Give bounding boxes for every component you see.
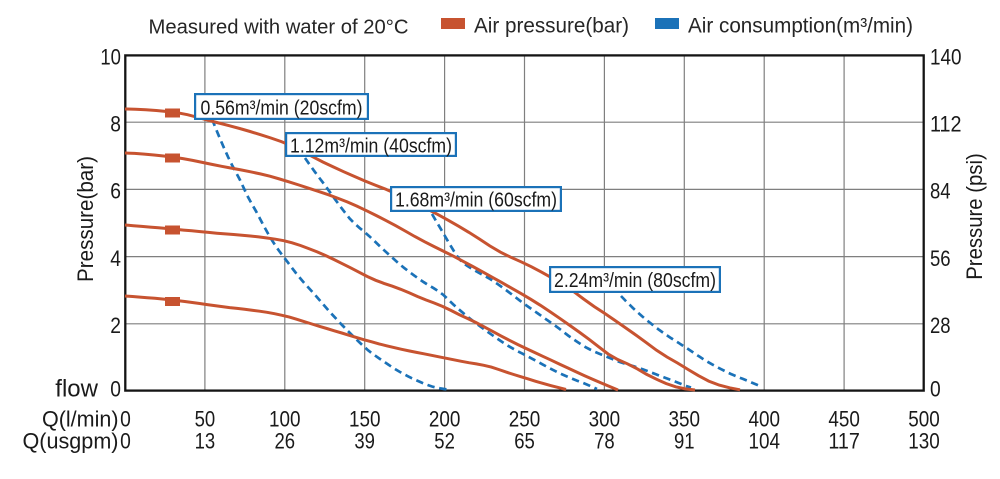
svg-text:Q(l/min): Q(l/min)	[42, 406, 119, 431]
svg-text:50: 50	[195, 406, 216, 431]
svg-text:450: 450	[828, 406, 860, 431]
svg-text:8: 8	[110, 112, 121, 137]
svg-text:0: 0	[120, 428, 131, 453]
svg-text:Measured with water of 20°C: Measured with water of 20°C	[149, 16, 409, 39]
svg-text:117: 117	[828, 428, 860, 453]
svg-text:300: 300	[589, 406, 621, 431]
svg-text:350: 350	[669, 406, 701, 431]
svg-text:2.24m³/min (80scfm): 2.24m³/min (80scfm)	[554, 270, 716, 292]
svg-text:140: 140	[930, 44, 962, 69]
svg-text:78: 78	[594, 428, 615, 453]
svg-text:500: 500	[908, 406, 940, 431]
svg-text:39: 39	[354, 428, 375, 453]
svg-text:104: 104	[748, 428, 780, 453]
svg-text:200: 200	[429, 406, 461, 431]
svg-text:26: 26	[275, 428, 296, 453]
svg-text:Pressure (psi): Pressure (psi)	[962, 153, 987, 280]
svg-text:112: 112	[930, 112, 962, 137]
svg-text:6: 6	[110, 179, 121, 204]
svg-text:Pressure(bar): Pressure(bar)	[73, 156, 98, 282]
svg-text:28: 28	[930, 313, 951, 338]
svg-text:150: 150	[349, 406, 381, 431]
svg-text:13: 13	[195, 428, 216, 453]
svg-text:91: 91	[674, 428, 695, 453]
svg-text:84: 84	[930, 179, 951, 204]
svg-text:250: 250	[509, 406, 541, 431]
svg-text:Air consumption(m³/min): Air consumption(m³/min)	[688, 15, 913, 38]
svg-text:0: 0	[120, 406, 131, 431]
svg-text:1.68m³/min (60scfm): 1.68m³/min (60scfm)	[395, 190, 557, 212]
svg-text:0: 0	[110, 377, 121, 402]
svg-text:Air pressure(bar): Air pressure(bar)	[474, 15, 629, 38]
svg-text:flow: flow	[55, 376, 98, 403]
svg-text:Q(usgpm): Q(usgpm)	[23, 428, 119, 453]
svg-text:2: 2	[110, 313, 121, 338]
svg-text:65: 65	[514, 428, 535, 453]
svg-text:10: 10	[100, 44, 121, 69]
svg-text:4: 4	[110, 246, 121, 271]
svg-text:52: 52	[434, 428, 455, 453]
svg-text:130: 130	[908, 428, 940, 453]
svg-text:0.56m³/min (20scfm): 0.56m³/min (20scfm)	[201, 98, 363, 120]
svg-text:400: 400	[748, 406, 780, 431]
svg-text:56: 56	[930, 246, 951, 271]
svg-text:100: 100	[269, 406, 301, 431]
svg-text:0: 0	[930, 377, 941, 402]
svg-text:1.12m³/min (40scfm): 1.12m³/min (40scfm)	[290, 136, 452, 158]
